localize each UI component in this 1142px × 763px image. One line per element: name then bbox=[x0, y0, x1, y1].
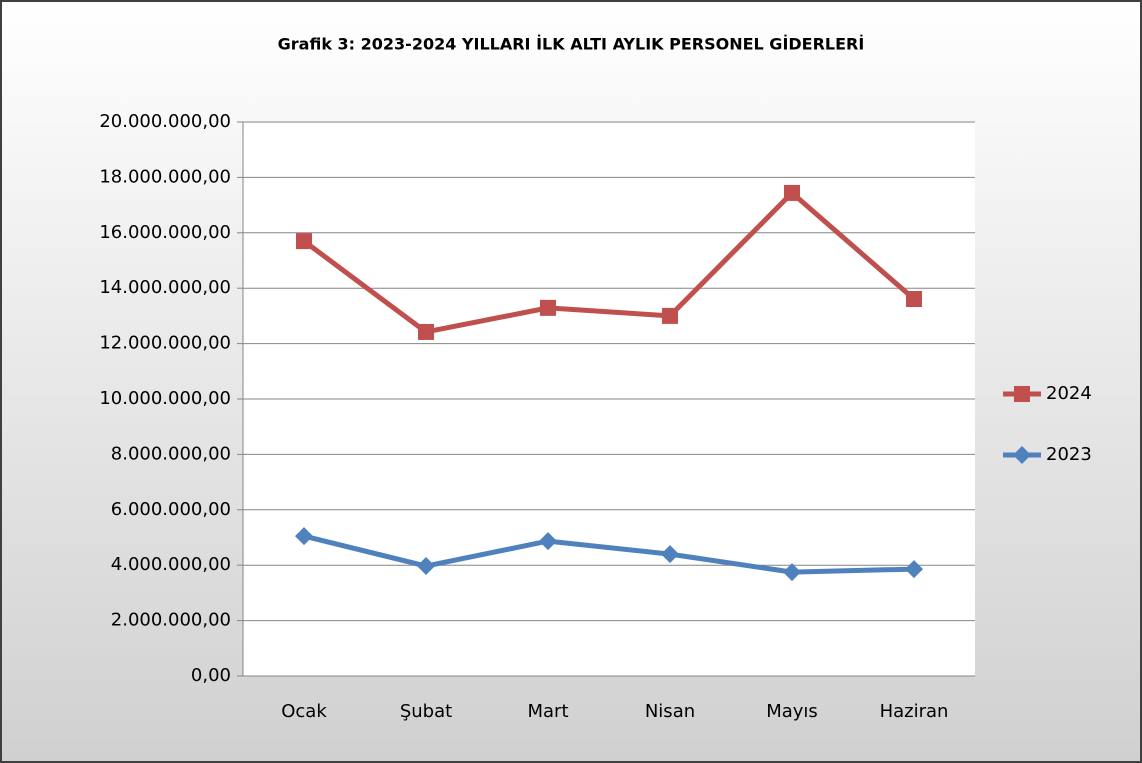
y-tick-label: 12.000.000,00 bbox=[99, 333, 231, 354]
x-tick-label: Ocak bbox=[281, 701, 327, 722]
data-point bbox=[662, 307, 678, 324]
x-tick-label: Mart bbox=[527, 701, 568, 722]
data-point bbox=[539, 532, 557, 551]
data-point bbox=[905, 560, 923, 579]
series-line bbox=[302, 190, 916, 335]
data-point bbox=[295, 527, 313, 546]
y-tick-label: 20.000.000,00 bbox=[99, 111, 231, 132]
legend-marker bbox=[1013, 446, 1031, 464]
y-tick-label: 16.000.000,00 bbox=[99, 222, 231, 243]
y-tick-label: 0,00 bbox=[191, 665, 231, 686]
legend-label: 2024 bbox=[1046, 383, 1092, 404]
y-tick-label: 6.000.000,00 bbox=[111, 499, 231, 520]
x-tick-label: Nisan bbox=[645, 701, 695, 722]
x-tick-label: Mayıs bbox=[766, 701, 818, 722]
x-tick-label: Haziran bbox=[880, 701, 949, 722]
y-tick-label: 10.000.000,00 bbox=[99, 388, 231, 409]
chart-title: Grafik 3: 2023-2024 YILLARI İLK ALTI AYL… bbox=[278, 35, 865, 54]
y-tick-label: 14.000.000,00 bbox=[99, 277, 231, 298]
legend-marker bbox=[1014, 386, 1030, 402]
y-tick-label: 4.000.000,00 bbox=[111, 554, 231, 575]
y-tick-label: 8.000.000,00 bbox=[111, 443, 231, 464]
data-point bbox=[661, 545, 679, 564]
data-point bbox=[540, 299, 556, 316]
data-point bbox=[417, 557, 435, 576]
data-point bbox=[296, 233, 312, 250]
data-point bbox=[784, 184, 800, 201]
x-tick-label: Şubat bbox=[400, 701, 452, 722]
series-line bbox=[303, 533, 915, 575]
data-point bbox=[418, 323, 434, 340]
legend-label: 2023 bbox=[1046, 444, 1092, 465]
data-point bbox=[783, 563, 801, 582]
y-tick-label: 18.000.000,00 bbox=[99, 166, 231, 187]
data-point bbox=[906, 291, 922, 308]
y-tick-label: 2.000.000,00 bbox=[111, 610, 231, 631]
